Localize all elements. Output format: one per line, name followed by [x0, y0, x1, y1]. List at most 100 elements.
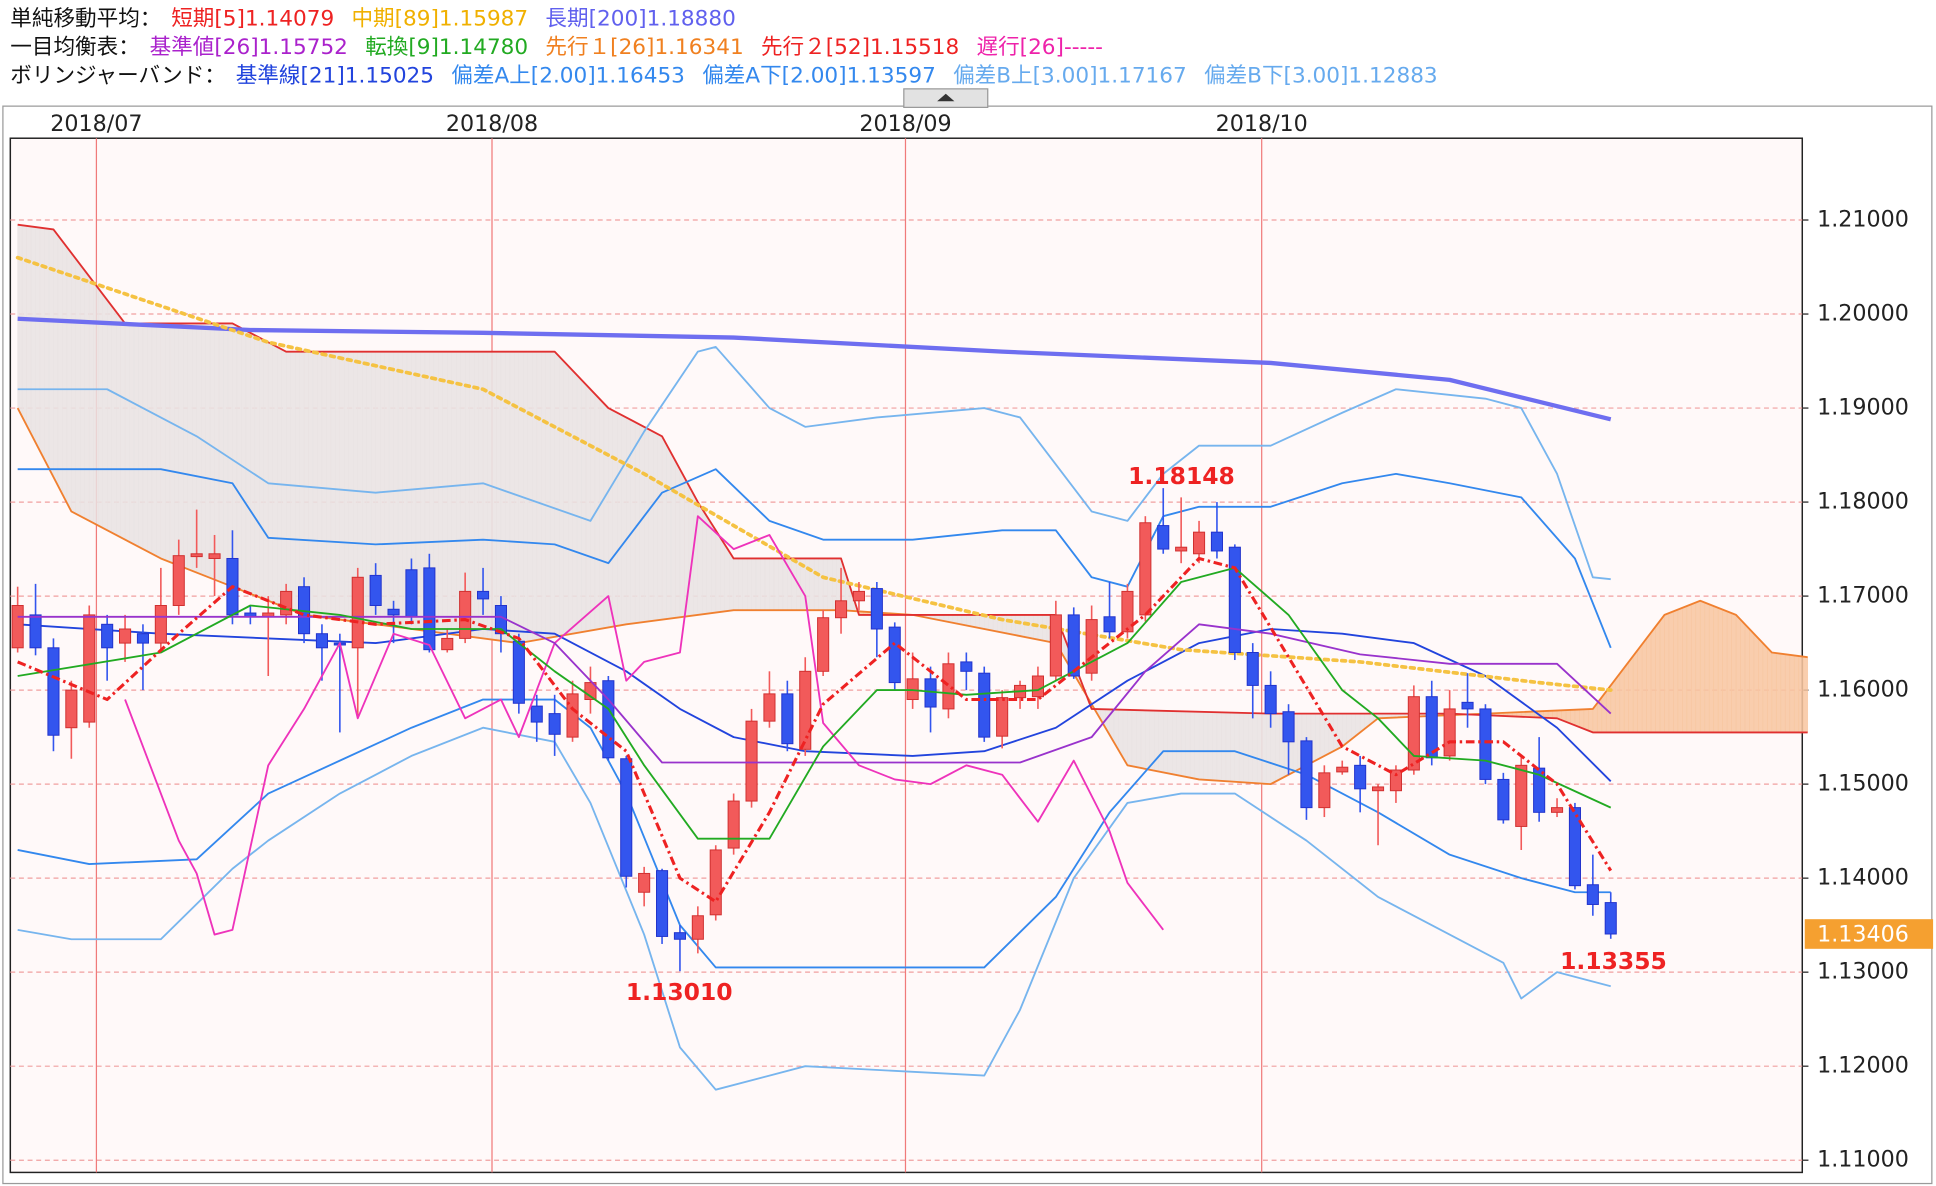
cloud-fill — [1762, 642, 1768, 733]
price-annotation: 1.18148 — [1128, 462, 1235, 490]
price-annotation: 1.13010 — [626, 978, 733, 1006]
candle-body — [888, 626, 901, 684]
cloud-fill — [1189, 711, 1195, 779]
last-price-label: 1.13406 — [1817, 922, 1909, 948]
y-tick-label: 1.14000 — [1817, 865, 1909, 891]
collapse-arrow — [937, 93, 955, 102]
cloud-fill — [303, 351, 309, 616]
cloud-fill — [335, 351, 341, 621]
cloud-fill — [1127, 709, 1133, 767]
legend-item: 遅行[26]----- — [977, 35, 1103, 60]
cloud-fill — [1162, 710, 1169, 774]
y-tick-label: 1.13000 — [1817, 959, 1909, 985]
cloud-fill — [822, 558, 828, 611]
cloud-fill — [326, 351, 332, 619]
candle-body — [584, 682, 597, 701]
cloud-fill — [670, 452, 676, 619]
cloud-fill — [1315, 713, 1321, 762]
cloud-fill — [84, 269, 90, 522]
candle-body — [1586, 884, 1599, 905]
cloud-fill — [719, 536, 726, 613]
cloud-fill — [974, 614, 981, 629]
cloud-fill — [272, 343, 278, 605]
cloud-fill — [1704, 602, 1710, 733]
cloud-fill — [1328, 713, 1334, 755]
candle-body — [1389, 769, 1402, 792]
cloud-fill — [1583, 708, 1589, 732]
candle-body — [423, 567, 436, 651]
cloud-fill — [1690, 602, 1697, 733]
cloud-fill — [258, 336, 265, 600]
cloud-fill — [88, 275, 95, 524]
cloud-fill — [1167, 710, 1173, 775]
candle-body — [1031, 675, 1044, 698]
cloud-fill — [343, 351, 350, 622]
cloud-fill — [1171, 710, 1178, 776]
candle-body — [1354, 764, 1367, 790]
candle-body — [566, 693, 579, 738]
plot-area — [9, 137, 1804, 1174]
cloud-fill — [1726, 610, 1732, 733]
cloud-fill — [715, 529, 721, 613]
cloud-fill — [639, 423, 645, 623]
cloud-fill — [666, 444, 672, 620]
candle-body — [602, 680, 615, 759]
candle-body — [727, 800, 740, 849]
candle-body — [835, 600, 848, 619]
cloud-fill — [965, 614, 972, 627]
collapse-tab[interactable] — [903, 88, 989, 108]
x-tick-label: 2018/08 — [446, 111, 538, 137]
cloud-fill — [1024, 614, 1030, 639]
legend-row: 一目均衡表： 基準値[26]1.15752 転換[9]1.14780 先行１[26]1… — [10, 35, 1103, 60]
cloud-fill — [182, 323, 189, 570]
cloud-fill — [536, 351, 542, 641]
cloud-fill — [48, 228, 54, 478]
candle-body — [870, 588, 883, 630]
cloud-fill — [1015, 614, 1021, 637]
cloud-fill — [1131, 709, 1137, 768]
candle-body — [1049, 614, 1062, 677]
cloud-fill — [746, 558, 752, 611]
cloud-fill — [545, 351, 551, 639]
x-tick-label: 2018/07 — [50, 111, 142, 137]
cloud-fill — [1234, 712, 1240, 783]
candle-body — [1175, 546, 1188, 552]
cloud-fill — [657, 433, 663, 621]
y-tick-label: 1.16000 — [1817, 677, 1909, 703]
cloud-fill — [1664, 612, 1670, 733]
cloud-fill — [813, 558, 820, 611]
cloud-fill — [1216, 711, 1222, 782]
cloud-fill — [147, 323, 153, 555]
legend-item: 先行１[26]1.16341 — [545, 35, 743, 60]
cloud-fill — [1650, 625, 1656, 733]
candle-body — [978, 672, 991, 738]
cloud-fill — [554, 350, 560, 638]
cloud-fill — [1771, 652, 1777, 733]
cloud-fill — [1153, 710, 1160, 772]
indicator-line — [17, 468, 1612, 649]
cloud-fill — [446, 351, 453, 635]
candle-body — [29, 614, 42, 649]
cloud-fill — [1332, 713, 1339, 752]
cloud-fill — [625, 416, 632, 625]
cloud-fill — [1158, 710, 1164, 773]
cloud-fill — [93, 281, 99, 527]
cloud-fill — [1588, 708, 1594, 733]
cloud-fill — [1176, 710, 1182, 777]
cloud-fill — [1346, 713, 1352, 744]
cloud-fill — [576, 374, 582, 634]
candle-body — [1067, 614, 1080, 677]
legend-item: 偏差A下[2.00]1.13597 — [702, 64, 936, 89]
candle-body — [942, 663, 955, 710]
cloud-fill — [728, 550, 735, 612]
cloud-fill — [599, 397, 605, 630]
cloud-fill — [1775, 652, 1782, 733]
cloud-fill — [1140, 709, 1146, 770]
cloud-fill — [321, 351, 327, 619]
cloud-fill — [769, 558, 775, 611]
cloud-fill — [1722, 609, 1728, 733]
candle-body — [548, 713, 561, 735]
cloud-fill — [236, 325, 242, 591]
cloud-fill — [187, 323, 193, 572]
cloud-fill — [70, 251, 77, 515]
